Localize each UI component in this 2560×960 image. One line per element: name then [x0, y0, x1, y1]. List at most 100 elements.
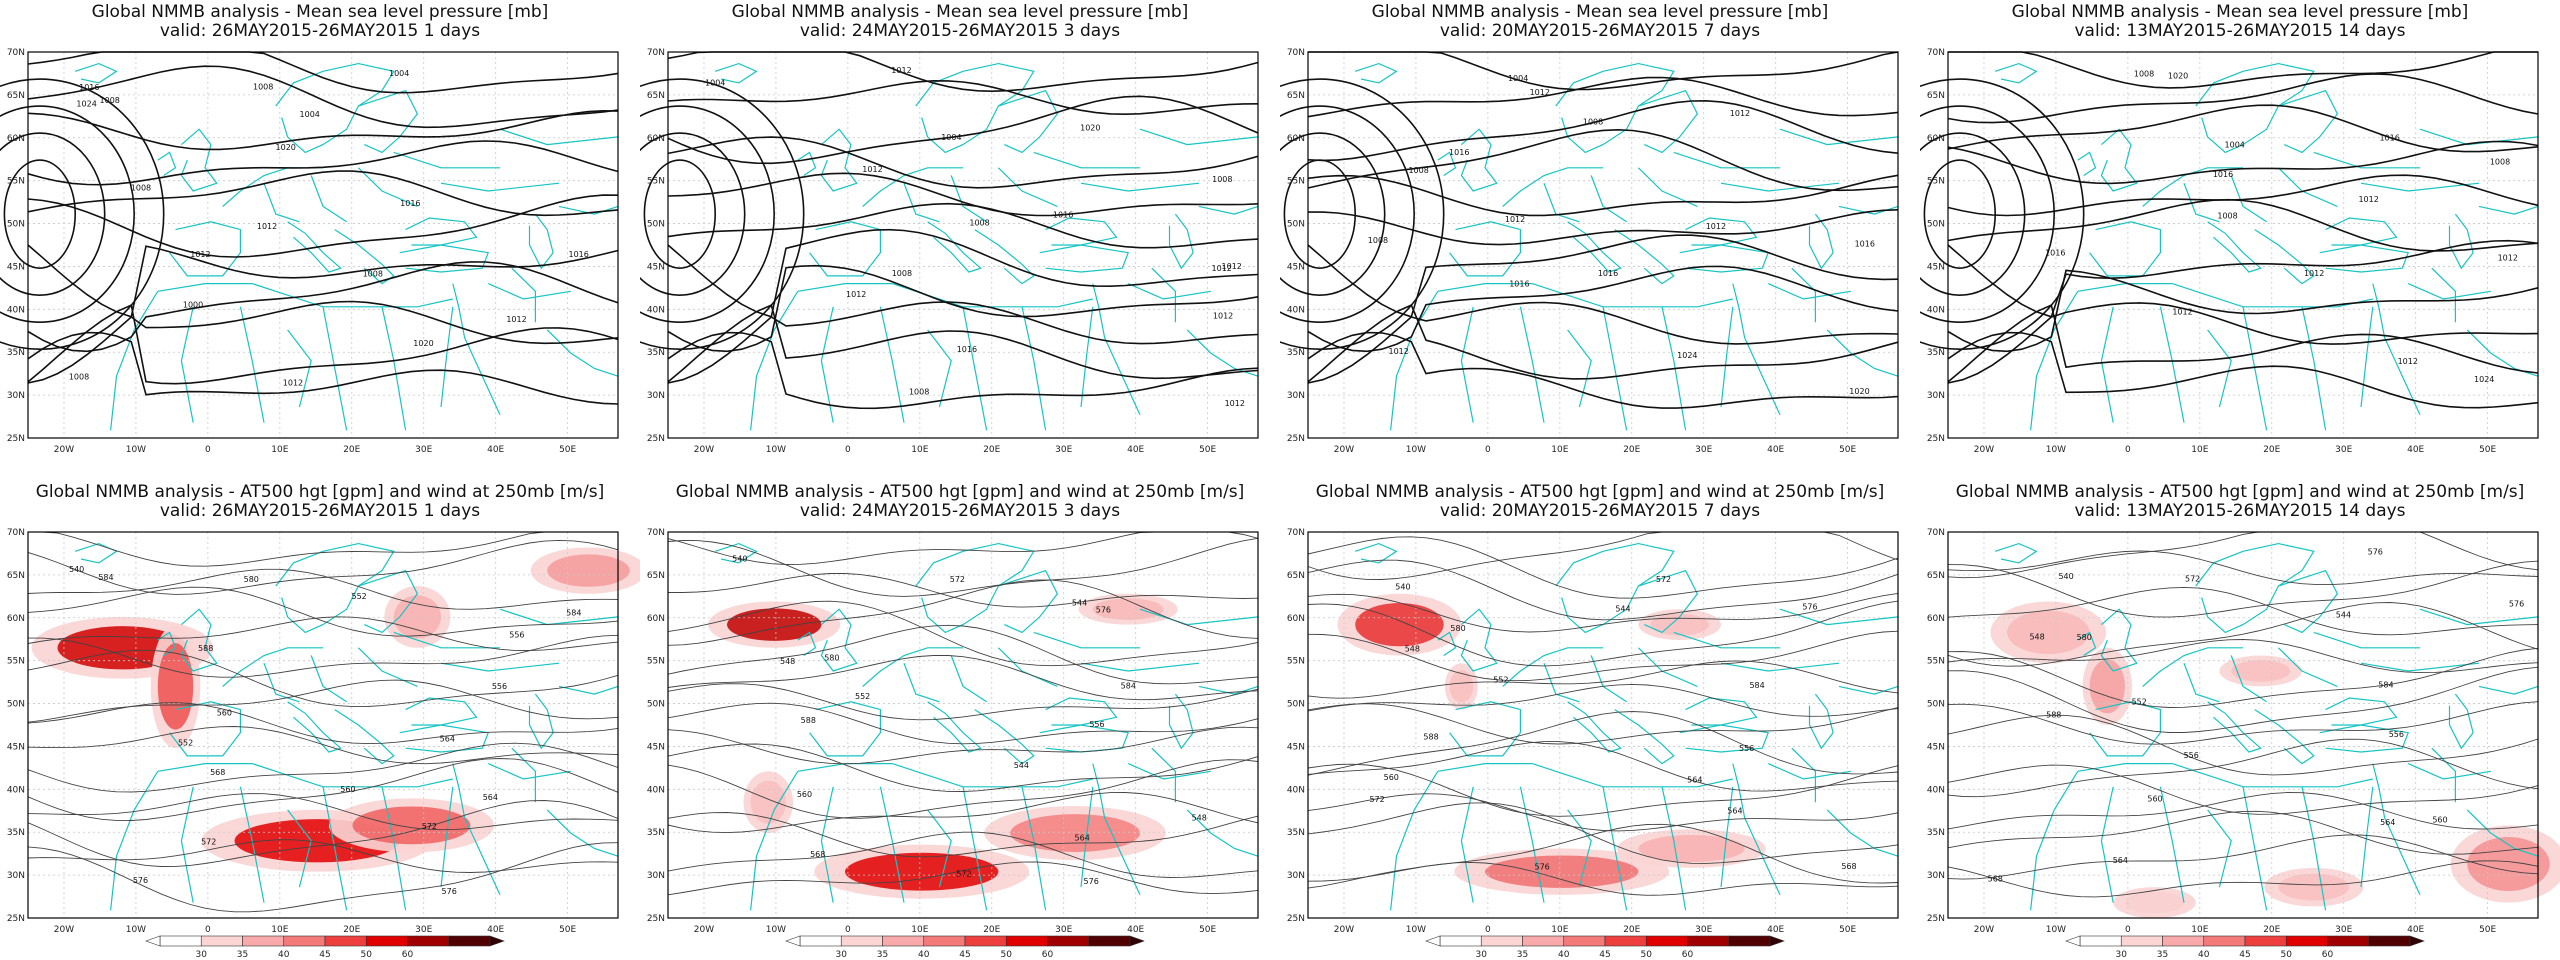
- lon-label: 30E: [1055, 445, 1072, 455]
- grid-lines: [28, 532, 618, 918]
- contour-label: 1008: [2490, 158, 2510, 167]
- lat-label: 45N: [7, 262, 25, 272]
- lon-label: 50E: [1199, 445, 1216, 455]
- contour-label: 552: [178, 738, 193, 747]
- contour-label: 548: [2029, 633, 2044, 642]
- contour-lines: [1307, 531, 1899, 896]
- contour-label: 1008: [1583, 118, 1603, 127]
- map-frame: [667, 531, 1259, 919]
- colorbar-tick: 50: [1641, 950, 1653, 960]
- contour-label: 564: [2380, 818, 2395, 827]
- lon-label: 20W: [694, 925, 714, 935]
- lon-label: 40E: [1767, 925, 1784, 935]
- lon-label: 40E: [1767, 445, 1784, 455]
- contour-label: 1016: [1855, 240, 1875, 249]
- contour-labels: 1016 1004 1008 1012 1016 1000 1020 1008 1008 1024…: [69, 69, 589, 388]
- contour-label: 1000: [183, 300, 203, 309]
- lat-label: 55N: [1287, 177, 1305, 187]
- panel-title: Global NMMB analysis - Mean sea level pr…: [1371, 2, 1829, 22]
- contour-label: 584: [566, 609, 581, 618]
- lon-label: 40E: [2407, 445, 2424, 455]
- lon-label: 0: [845, 445, 851, 455]
- wind-shading: [31, 547, 640, 872]
- lat-label: 50N: [1927, 220, 1945, 230]
- lat-label: 65N: [7, 571, 25, 581]
- lon-label: 50E: [559, 925, 576, 935]
- lon-label: 30E: [415, 925, 432, 935]
- contour-label: 1020: [1849, 387, 1869, 396]
- latitude-labels: 70N 65N 60N 55N 50N 45N 40N 35N 30N 25N: [1927, 528, 1945, 924]
- contour-label: 1008: [2134, 70, 2154, 79]
- colorbar-tick: 35: [237, 950, 248, 960]
- lon-label: 30E: [2335, 925, 2352, 935]
- contour-label: 1008: [892, 269, 912, 278]
- lat-label: 60N: [1927, 614, 1945, 624]
- lon-label: 20E: [2263, 925, 2280, 935]
- contour-label: 588: [2046, 711, 2061, 720]
- longitude-labels: 20W 10W 0 10E 20E 30E 40E 50E: [1334, 445, 1857, 455]
- wind-colorbar: 30 35 40 45 50 60: [785, 935, 1145, 960]
- contour-label: 1012: [1505, 215, 1525, 224]
- contour-label: 572: [422, 822, 437, 831]
- contour-label: 1016: [1053, 210, 1073, 219]
- contour-label: 568: [1841, 862, 1856, 871]
- panel-title: Global NMMB analysis - Mean sea level pr…: [91, 2, 549, 22]
- coastlines: [1355, 62, 1899, 431]
- contour-labels: 1008 1004 1008 1008 1012 1012 1012 1024 1020 1016…: [2045, 70, 2518, 384]
- lat-label: 45N: [647, 742, 665, 752]
- contour-label: 580: [2077, 633, 2092, 642]
- colorbar-tick: 50: [2281, 950, 2293, 960]
- contour-labels: 540 544 548 552 556 560 564 568 572 576 580 584 588 5…: [1369, 575, 1856, 872]
- panel-subtitle: valid: 13MAY2015-26MAY2015 14 days: [2074, 21, 2406, 41]
- lat-label: 35N: [7, 348, 25, 358]
- map-canvas: 540 544 548 552 556 560 564 568 572 576 580 584 588 5…: [1287, 528, 1899, 960]
- lat-label: 65N: [647, 91, 665, 101]
- lat-label: 40N: [1927, 785, 1945, 795]
- lon-label: 10W: [1406, 925, 1426, 935]
- lon-label: 20W: [1334, 445, 1354, 455]
- coastlines: [75, 62, 619, 431]
- contour-label: 572: [956, 869, 971, 878]
- colorbar-tick: 30: [196, 950, 208, 960]
- map-frame: [1307, 51, 1899, 439]
- lat-label: 30N: [7, 871, 25, 881]
- contour-label: 564: [1727, 806, 1742, 815]
- lat-label: 30N: [7, 391, 25, 401]
- lon-label: 10E: [1551, 925, 1568, 935]
- map-panel-3: Global NMMB analysis - Mean sea level pr…: [1280, 0, 1920, 480]
- contour-label: 564: [2113, 856, 2128, 865]
- colorbar-tick: 45: [319, 950, 330, 960]
- contour-lines: [1307, 51, 1899, 409]
- contour-label: 564: [1687, 775, 1702, 784]
- lon-label: 20E: [343, 445, 360, 455]
- colorbar-tick: 35: [877, 950, 888, 960]
- contour-label: 564: [483, 793, 498, 802]
- contour-label: 1016: [1449, 148, 1469, 157]
- contour-label: 552: [855, 692, 870, 701]
- lat-label: 25N: [647, 434, 665, 444]
- contour-label: 1012: [1730, 109, 1750, 118]
- lat-label: 55N: [7, 177, 25, 187]
- lat-label: 60N: [647, 134, 665, 144]
- contour-label: 1004: [2225, 141, 2245, 150]
- colorbar-tick: 35: [1517, 950, 1528, 960]
- map-panel-7: Global NMMB analysis - AT500 hgt [gpm] a…: [1280, 480, 1920, 960]
- contour-label: 1012: [846, 290, 866, 299]
- lat-label: 70N: [1287, 528, 1305, 538]
- contour-label: 1016: [2045, 248, 2065, 257]
- contour-label: 1016: [1598, 269, 1618, 278]
- colorbar-tick: 30: [2116, 950, 2128, 960]
- lon-label: 30E: [1695, 925, 1712, 935]
- colorbar-tick: 30: [836, 950, 848, 960]
- coastlines: [1995, 62, 2539, 431]
- lat-label: 35N: [7, 828, 25, 838]
- colorbar-tick: 40: [278, 950, 290, 960]
- lat-label: 70N: [647, 528, 665, 538]
- latitude-labels: 70N 65N 60N 55N 50N 45N 40N 35N 30N 25N: [7, 48, 25, 444]
- map-frame: [667, 51, 1259, 439]
- lat-label: 25N: [647, 914, 665, 924]
- lon-label: 20W: [54, 445, 74, 455]
- lon-label: 40E: [1127, 445, 1144, 455]
- contour-label: 576: [2509, 599, 2524, 608]
- lon-label: 50E: [559, 445, 576, 455]
